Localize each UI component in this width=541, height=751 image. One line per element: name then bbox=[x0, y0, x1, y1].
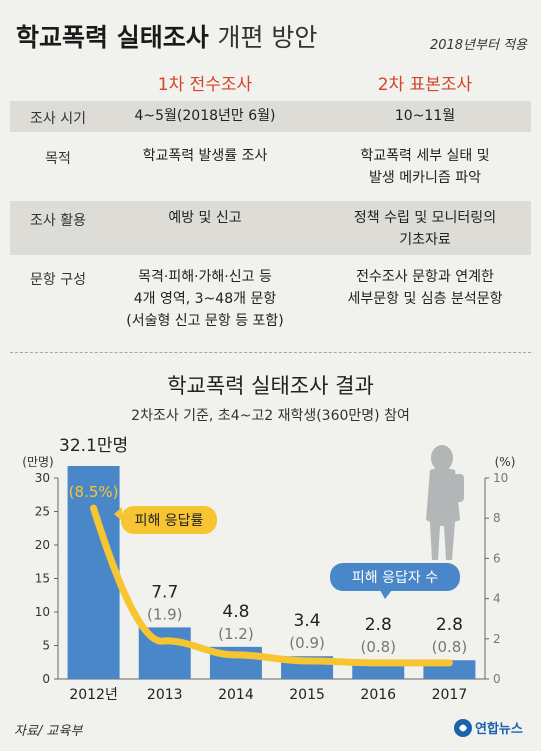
y-right-tick-label: 6 bbox=[493, 551, 501, 565]
column-header-2: 2차 표본조사 bbox=[377, 75, 473, 95]
x-tick-label: 2014 bbox=[218, 687, 254, 703]
bar bbox=[67, 466, 120, 679]
cell-items-1a: 목격·피해·가해·신고 등 bbox=[138, 269, 272, 285]
cell-purpose-2b: 발생 메카니즘 파악 bbox=[369, 170, 481, 186]
rate-line bbox=[90, 504, 453, 667]
yonhap-logo-text: 연합뉴스 bbox=[475, 721, 523, 737]
bar-value-label: 4.8 bbox=[222, 602, 249, 622]
row-label-usage: 조사 활용 bbox=[30, 213, 86, 229]
cell-usage-2b: 기초자료 bbox=[399, 232, 451, 248]
y-axis-right-label: (%) bbox=[495, 455, 516, 469]
y-right-tick-label: 8 bbox=[493, 511, 501, 525]
y-axis-left-label: (만명) bbox=[22, 455, 53, 469]
callout-rate-label: 피해 응답률 bbox=[135, 513, 204, 529]
bar-value-label: 2.8 bbox=[365, 615, 392, 635]
x-tick-label: 2017 bbox=[432, 687, 468, 703]
cell-purpose-1: 학교폭력 발생률 조사 bbox=[142, 148, 268, 164]
rate-value-label: (1.2) bbox=[218, 625, 254, 643]
rate-value-label: (0.8) bbox=[432, 638, 468, 656]
cell-usage-1: 예방 및 신고 bbox=[168, 210, 242, 226]
rate-value-label: (1.9) bbox=[147, 605, 183, 623]
bar-value-label: 32.1만명 bbox=[59, 436, 128, 456]
row-band-1 bbox=[10, 101, 531, 132]
callout-count: 피해 응답자 수 bbox=[330, 563, 460, 599]
callout-rate: 피해 응답률 bbox=[114, 506, 217, 534]
row-band-3 bbox=[10, 201, 531, 255]
y-right-tick-label: 0 bbox=[493, 672, 501, 686]
row-label-items: 문항 구성 bbox=[30, 272, 86, 288]
student-silhouette-icon bbox=[426, 445, 464, 560]
x-tick-label: 2012년 bbox=[69, 687, 118, 703]
y-right-tick-label: 2 bbox=[493, 632, 501, 646]
apply-note: 2018년부터 적용 bbox=[429, 38, 527, 53]
bar-value-label: 3.4 bbox=[294, 611, 321, 631]
y-left-tick-label: 15 bbox=[35, 572, 50, 586]
title-bold: 학교폭력 실태조사 bbox=[16, 23, 209, 52]
bar-value-label: 2.8 bbox=[436, 615, 463, 635]
column-header-1: 1차 전수조사 bbox=[157, 75, 253, 95]
chart-title: 학교폭력 실태조사 결과 bbox=[167, 374, 374, 398]
cell-items-1b: 4개 영역, 3~48개 문항 bbox=[133, 291, 277, 307]
row-label-period: 조사 시기 bbox=[30, 111, 86, 127]
cell-period-1: 4~5월(2018년만 6월) bbox=[134, 108, 276, 124]
y-left-tick-label: 30 bbox=[35, 471, 50, 485]
row-label-purpose: 목적 bbox=[45, 151, 71, 167]
yonhap-logo: 연합뉴스 bbox=[454, 719, 523, 737]
cell-items-1c: (서술형 신고 문항 등 포함) bbox=[126, 313, 284, 329]
cell-period-2: 10~11월 bbox=[394, 108, 456, 124]
cell-items-2b: 세부문항 및 심층 분석문항 bbox=[347, 291, 503, 307]
cell-purpose-2a: 학교폭력 세부 실태 및 bbox=[360, 148, 490, 164]
y-left-tick-label: 20 bbox=[35, 538, 50, 552]
y-left-tick-label: 0 bbox=[42, 672, 50, 686]
rate-value-label: (8.5%) bbox=[69, 483, 119, 501]
y-left-tick-label: 25 bbox=[35, 505, 50, 519]
rate-value-label: (0.9) bbox=[289, 634, 325, 652]
rate-value-label: (0.8) bbox=[360, 638, 396, 656]
callout-count-label: 피해 응답자 수 bbox=[352, 570, 438, 586]
y-right-tick-label: 10 bbox=[493, 471, 508, 485]
source-note: 자료/ 교육부 bbox=[14, 724, 83, 739]
section-divider bbox=[10, 352, 531, 353]
cell-usage-2a: 정책 수립 및 모니터링의 bbox=[353, 210, 497, 226]
x-tick-label: 2016 bbox=[360, 687, 396, 703]
cell-items-2a: 전수조사 문항과 연계한 bbox=[356, 269, 494, 285]
title-light: 개편 방안 bbox=[217, 23, 318, 52]
chart-subtitle: 2차조사 기준, 초4~고2 재학생(360만명) 참여 bbox=[131, 408, 410, 424]
x-tick-label: 2015 bbox=[289, 687, 325, 703]
y-right-tick-label: 4 bbox=[493, 592, 501, 606]
page-title: 학교폭력 실태조사 개편 방안 bbox=[16, 18, 317, 54]
bar-value-label: 7.7 bbox=[151, 582, 178, 602]
y-left-tick-label: 5 bbox=[42, 639, 50, 653]
y-left-tick-label: 10 bbox=[35, 605, 50, 619]
x-tick-label: 2013 bbox=[147, 687, 183, 703]
